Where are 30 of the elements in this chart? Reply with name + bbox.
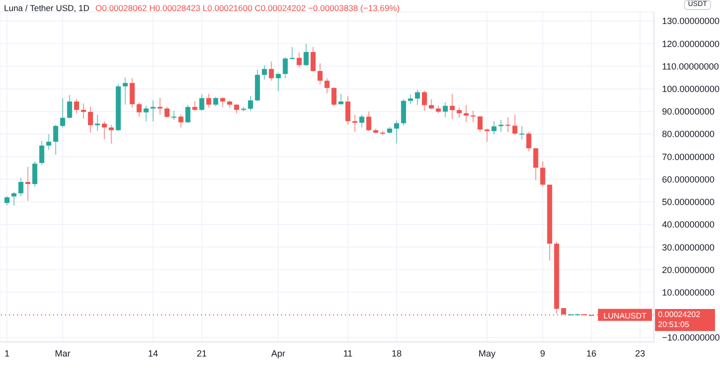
y-tick-label: −10.00000000 — [662, 332, 720, 343]
x-tick-label: 21 — [196, 348, 207, 358]
x-tick-label: May — [478, 348, 496, 358]
y-tick-label: 20.00000000 — [662, 264, 715, 275]
text: 20:51:05 — [658, 320, 690, 330]
y-tick-label: 80.00000000 — [662, 129, 715, 140]
x-tick-label: Apr — [271, 348, 286, 358]
y-tick-label: 130.00000000 — [662, 16, 720, 26]
y-tick-label: 70.00000000 — [662, 152, 715, 162]
text: 0.00024202 — [658, 310, 702, 320]
x-tick-label: Mar — [54, 348, 70, 358]
y-tick-label: 40.00000000 — [662, 220, 715, 230]
y-tick-label: 10.00000000 — [662, 287, 715, 298]
y-tick-label: 60.00000000 — [662, 174, 715, 184]
y-tick-label: 110.00000000 — [662, 61, 719, 72]
chart-subtitle: O0.00028062 H0.00028423 L0.00021600 C0.00024202 −0.00003838 (−13.69%) — [95, 3, 400, 13]
chart-title: Luna / Tether USD, 1D — [4, 3, 90, 13]
ref-line-label: LUNAUSDT — [603, 311, 647, 320]
y-tick-label: 120.00000000 — [662, 38, 720, 49]
x-tick-label: 1 — [4, 348, 10, 358]
x-tick-label: 16 — [586, 348, 596, 358]
x-tick-label: 9 — [540, 348, 546, 358]
y-tick-label: 50.00000000 — [662, 197, 715, 208]
x-tick-label: 14 — [148, 348, 158, 358]
y-tick-label: 90.00000000 — [662, 106, 715, 117]
y-tick-label: 100.00000000 — [662, 84, 720, 94]
y-tick-label: 30.00000000 — [662, 242, 715, 252]
x-tick-label: 11 — [343, 348, 353, 358]
x-tick-label: 18 — [392, 348, 402, 358]
x-tick-label: 23 — [635, 348, 646, 358]
